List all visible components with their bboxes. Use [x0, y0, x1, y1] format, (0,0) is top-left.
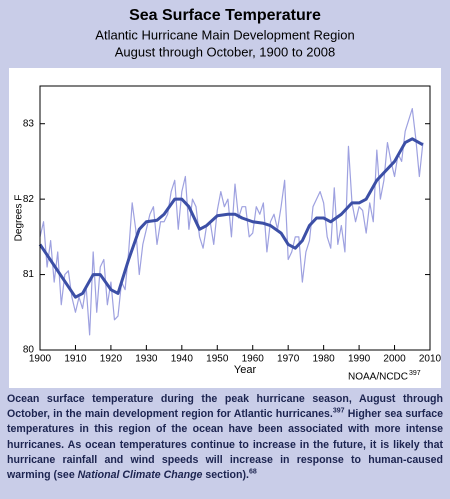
x-tick-label: 1970: [277, 354, 300, 365]
x-tick-label: 1940: [171, 354, 194, 365]
data-line: [39, 108, 424, 336]
x-tick-label: 1900: [29, 354, 52, 365]
chart: Sea Surface Temperature Atlantic Hurrica…: [9, 7, 442, 388]
caption-text: section).: [202, 469, 249, 482]
x-tick-label: 2010: [419, 354, 442, 365]
chart-subtitle: August through October, 1900 to 2008: [115, 44, 335, 59]
x-tick-label: 1980: [313, 354, 336, 365]
chart-title: Sea Surface Temperature: [129, 7, 321, 24]
x-tick-label: 1950: [206, 354, 229, 365]
x-tick-label: 2000: [383, 354, 406, 365]
reference: 68: [248, 468, 257, 476]
source: NOAA/NCDC: [348, 372, 408, 383]
x-tick-label: 1910: [64, 354, 87, 365]
plot-frame: [39, 85, 431, 351]
caption-text: Ocean surface temperature during the pea…: [7, 393, 443, 421]
caption: Ocean surface temperature during the pea…: [7, 392, 443, 483]
source-ref: 397: [409, 370, 421, 377]
y-tick-label: 81: [23, 269, 35, 280]
x-tick-label: 1960: [242, 354, 265, 365]
y-tick-label: 83: [23, 118, 35, 129]
x-tick-label: 1930: [135, 354, 158, 365]
data-line: [38, 137, 424, 299]
panel: [9, 68, 441, 388]
x-tick-label: 1990: [348, 354, 371, 365]
reference: 397: [332, 407, 345, 415]
y-tick-label: 82: [23, 194, 35, 205]
x-tick-label: 1920: [100, 354, 123, 365]
y-tick-label: 80: [23, 345, 35, 356]
x-axis-label: Year: [234, 364, 257, 376]
caption-italic: National Climate Change: [77, 469, 203, 482]
chart-subtitle: Atlantic Hurricane Main Development Regi…: [95, 27, 354, 42]
y-axis-label: Degrees F: [14, 195, 25, 242]
caption-text: Higher sea surface temperatures in this …: [7, 408, 444, 482]
